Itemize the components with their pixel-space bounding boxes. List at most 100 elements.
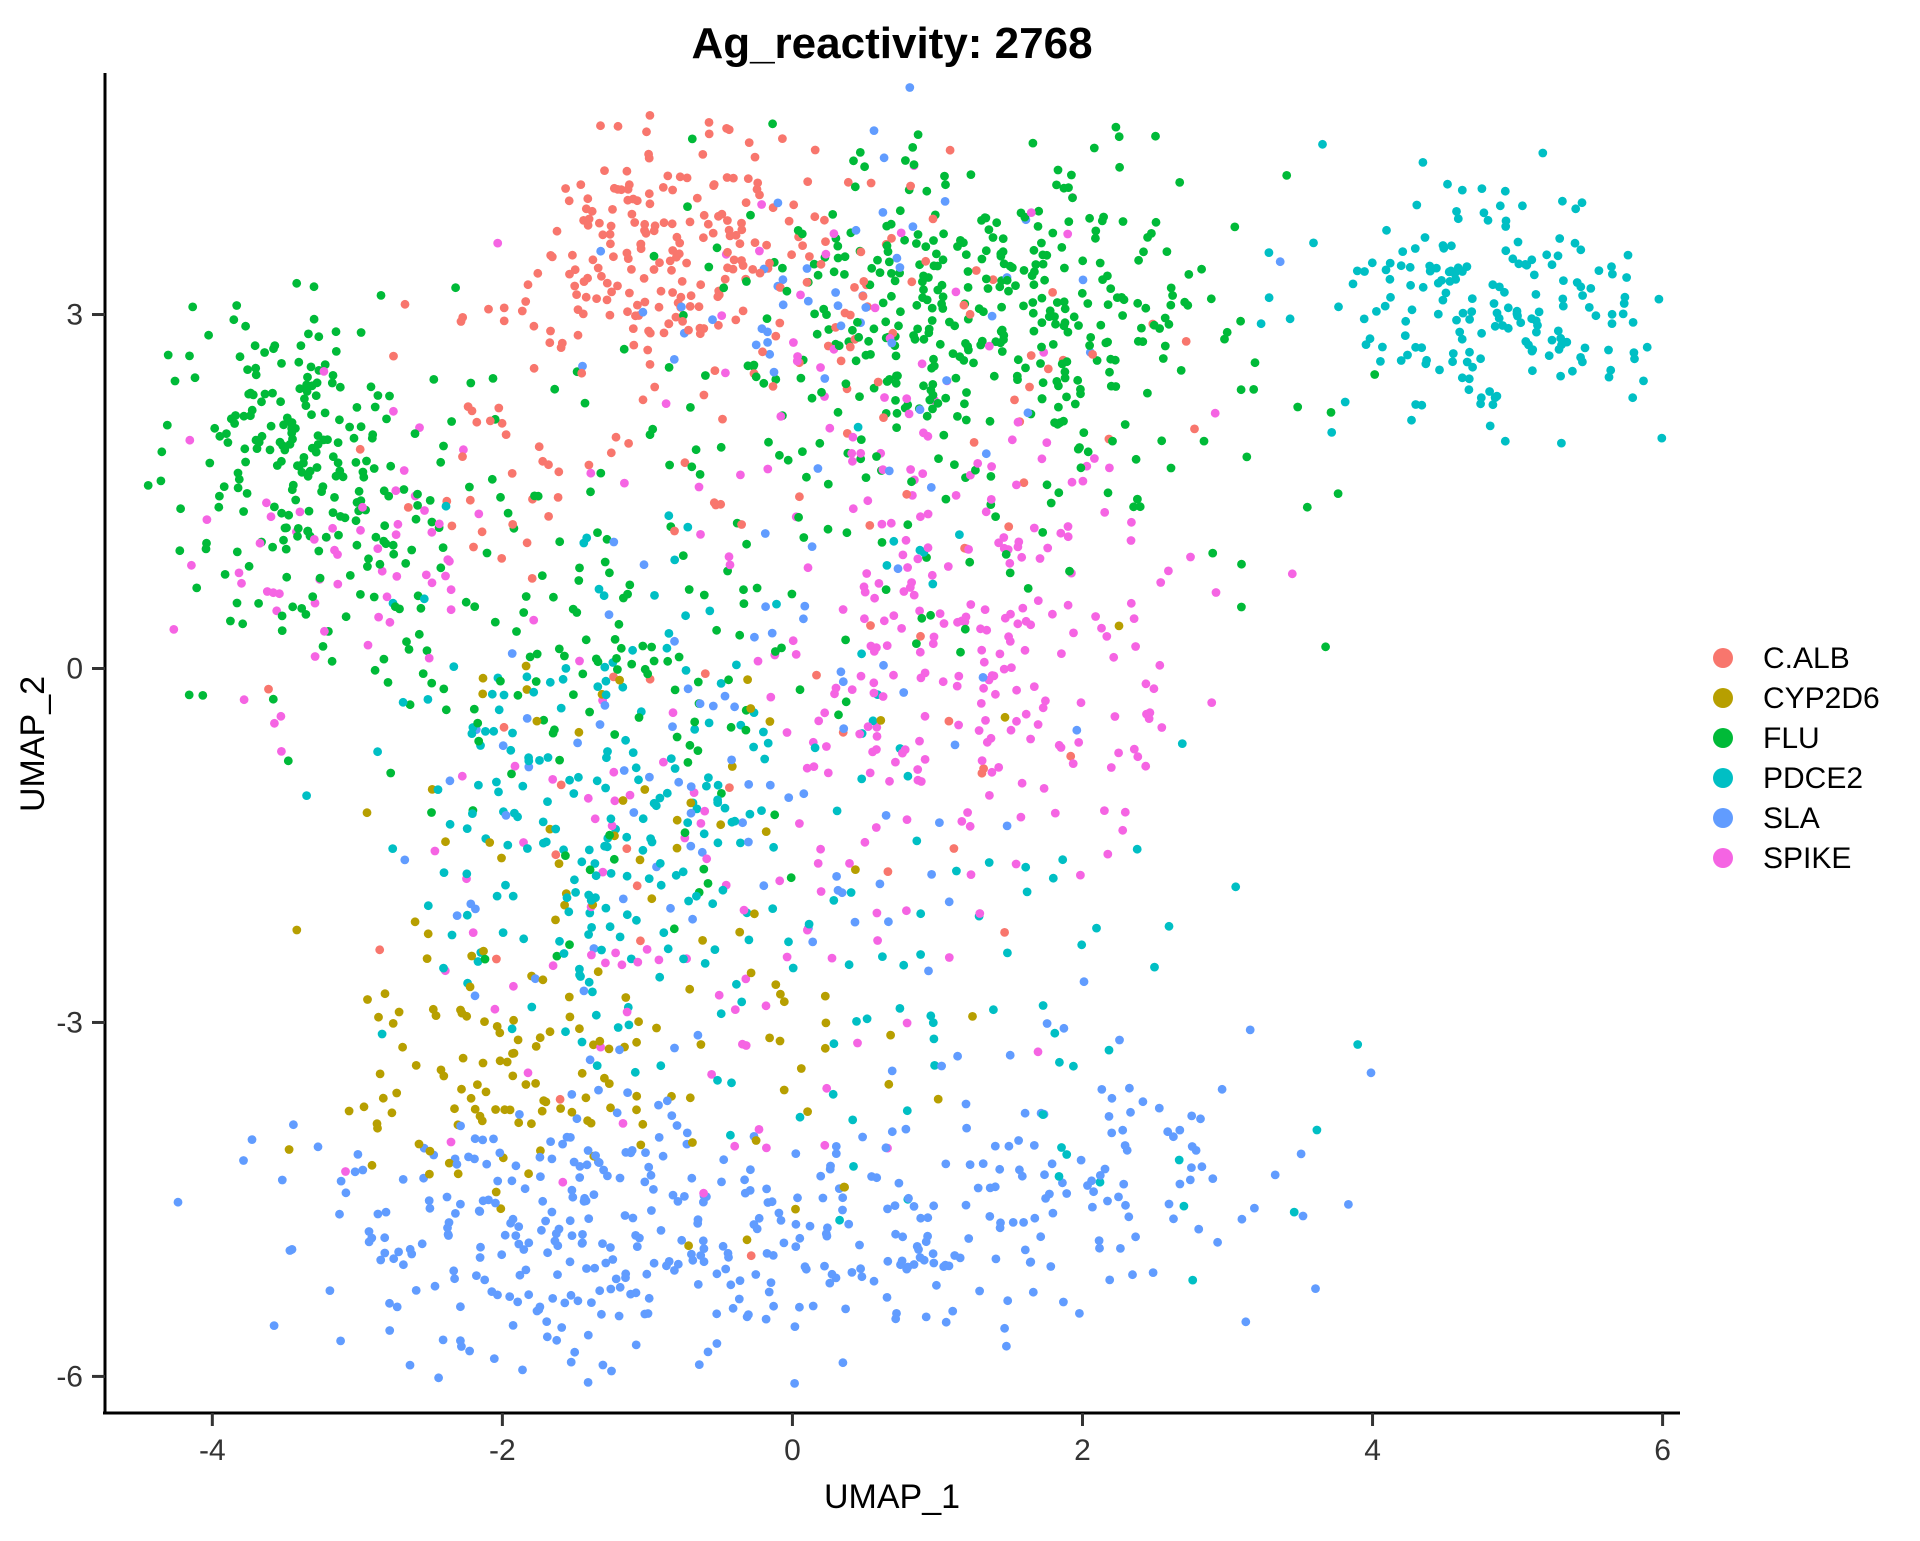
data-point [1128,1270,1137,1280]
data-point [812,329,822,339]
data-point [1043,543,1053,553]
data-point [434,1373,443,1383]
data-point [916,631,925,641]
data-point [506,745,516,755]
data-point [987,462,996,471]
data-point [333,579,343,589]
data-point [928,579,938,589]
data-point [640,1177,650,1187]
data-point [362,808,372,818]
data-point [1092,356,1102,365]
data-point [1002,275,1012,285]
data-point [649,1258,659,1268]
data-point [1270,1170,1280,1180]
data-point [877,519,887,529]
data-point [655,859,665,868]
data-point [833,407,843,417]
data-point [684,1241,693,1251]
data-point [487,689,497,699]
data-point [327,656,337,666]
data-point [495,1028,505,1038]
data-point [610,796,620,806]
data-point [776,412,786,421]
data-point [928,214,938,224]
data-point [904,1193,913,1203]
data-point [850,917,860,927]
data-point [566,1357,576,1367]
data-point [890,276,900,286]
data-point [685,1093,695,1103]
data-point [489,726,499,736]
data-point [841,635,850,645]
data-point [1501,246,1511,256]
data-point [704,118,714,127]
data-point [601,903,611,913]
data-point [606,1284,616,1294]
data-point [470,1104,480,1114]
data-point [1007,263,1017,272]
data-point [394,1007,404,1017]
data-point [295,507,305,517]
data-point [524,1169,533,1179]
data-point [609,767,619,777]
data-point [1004,286,1013,296]
data-point [855,392,864,401]
data-point [761,1314,771,1324]
data-point [932,249,941,259]
data-point [1264,248,1274,257]
data-point [1142,709,1151,719]
data-point [423,929,433,939]
data-point [1514,259,1524,269]
data-point [1120,420,1130,429]
data-point [1033,720,1043,729]
data-point [784,793,794,802]
data-point [1639,376,1648,386]
data-point [981,716,990,725]
data-point [518,781,528,791]
data-point [929,361,939,371]
data-point [864,336,873,346]
data-point [470,602,480,611]
data-point [338,472,348,482]
data-point [519,934,529,944]
data-point [1555,234,1565,243]
data-point [963,808,972,817]
data-point [683,522,693,532]
data-point [665,460,674,470]
data-point [718,414,727,424]
data-point [470,1134,480,1144]
data-point [414,1139,424,1149]
data-point [370,665,380,675]
data-point [1309,238,1318,248]
data-point [277,626,287,635]
data-point [687,1173,697,1183]
data-point [1004,1141,1014,1151]
data-point [508,1071,518,1081]
data-point [745,809,755,819]
data-point [434,519,444,529]
data-point [798,241,807,251]
data-point [678,867,688,877]
data-point [1090,454,1099,463]
data-point [892,423,901,432]
data-point [1030,1213,1040,1223]
data-point [735,239,745,249]
data-point [784,216,794,226]
data-point [532,1306,542,1316]
data-point [1164,319,1174,329]
data-point [307,381,317,391]
data-point [743,675,752,684]
data-point [552,1335,562,1345]
data-point [634,1017,643,1027]
data-point [1657,433,1667,443]
data-point [973,459,983,468]
data-point [419,594,429,604]
data-point [932,1280,941,1290]
data-point [424,1196,434,1205]
data-point [333,458,343,468]
data-point [1055,1057,1064,1067]
data-point [611,432,621,442]
data-point [892,408,902,418]
data-point [143,481,153,490]
data-point [1432,263,1441,273]
